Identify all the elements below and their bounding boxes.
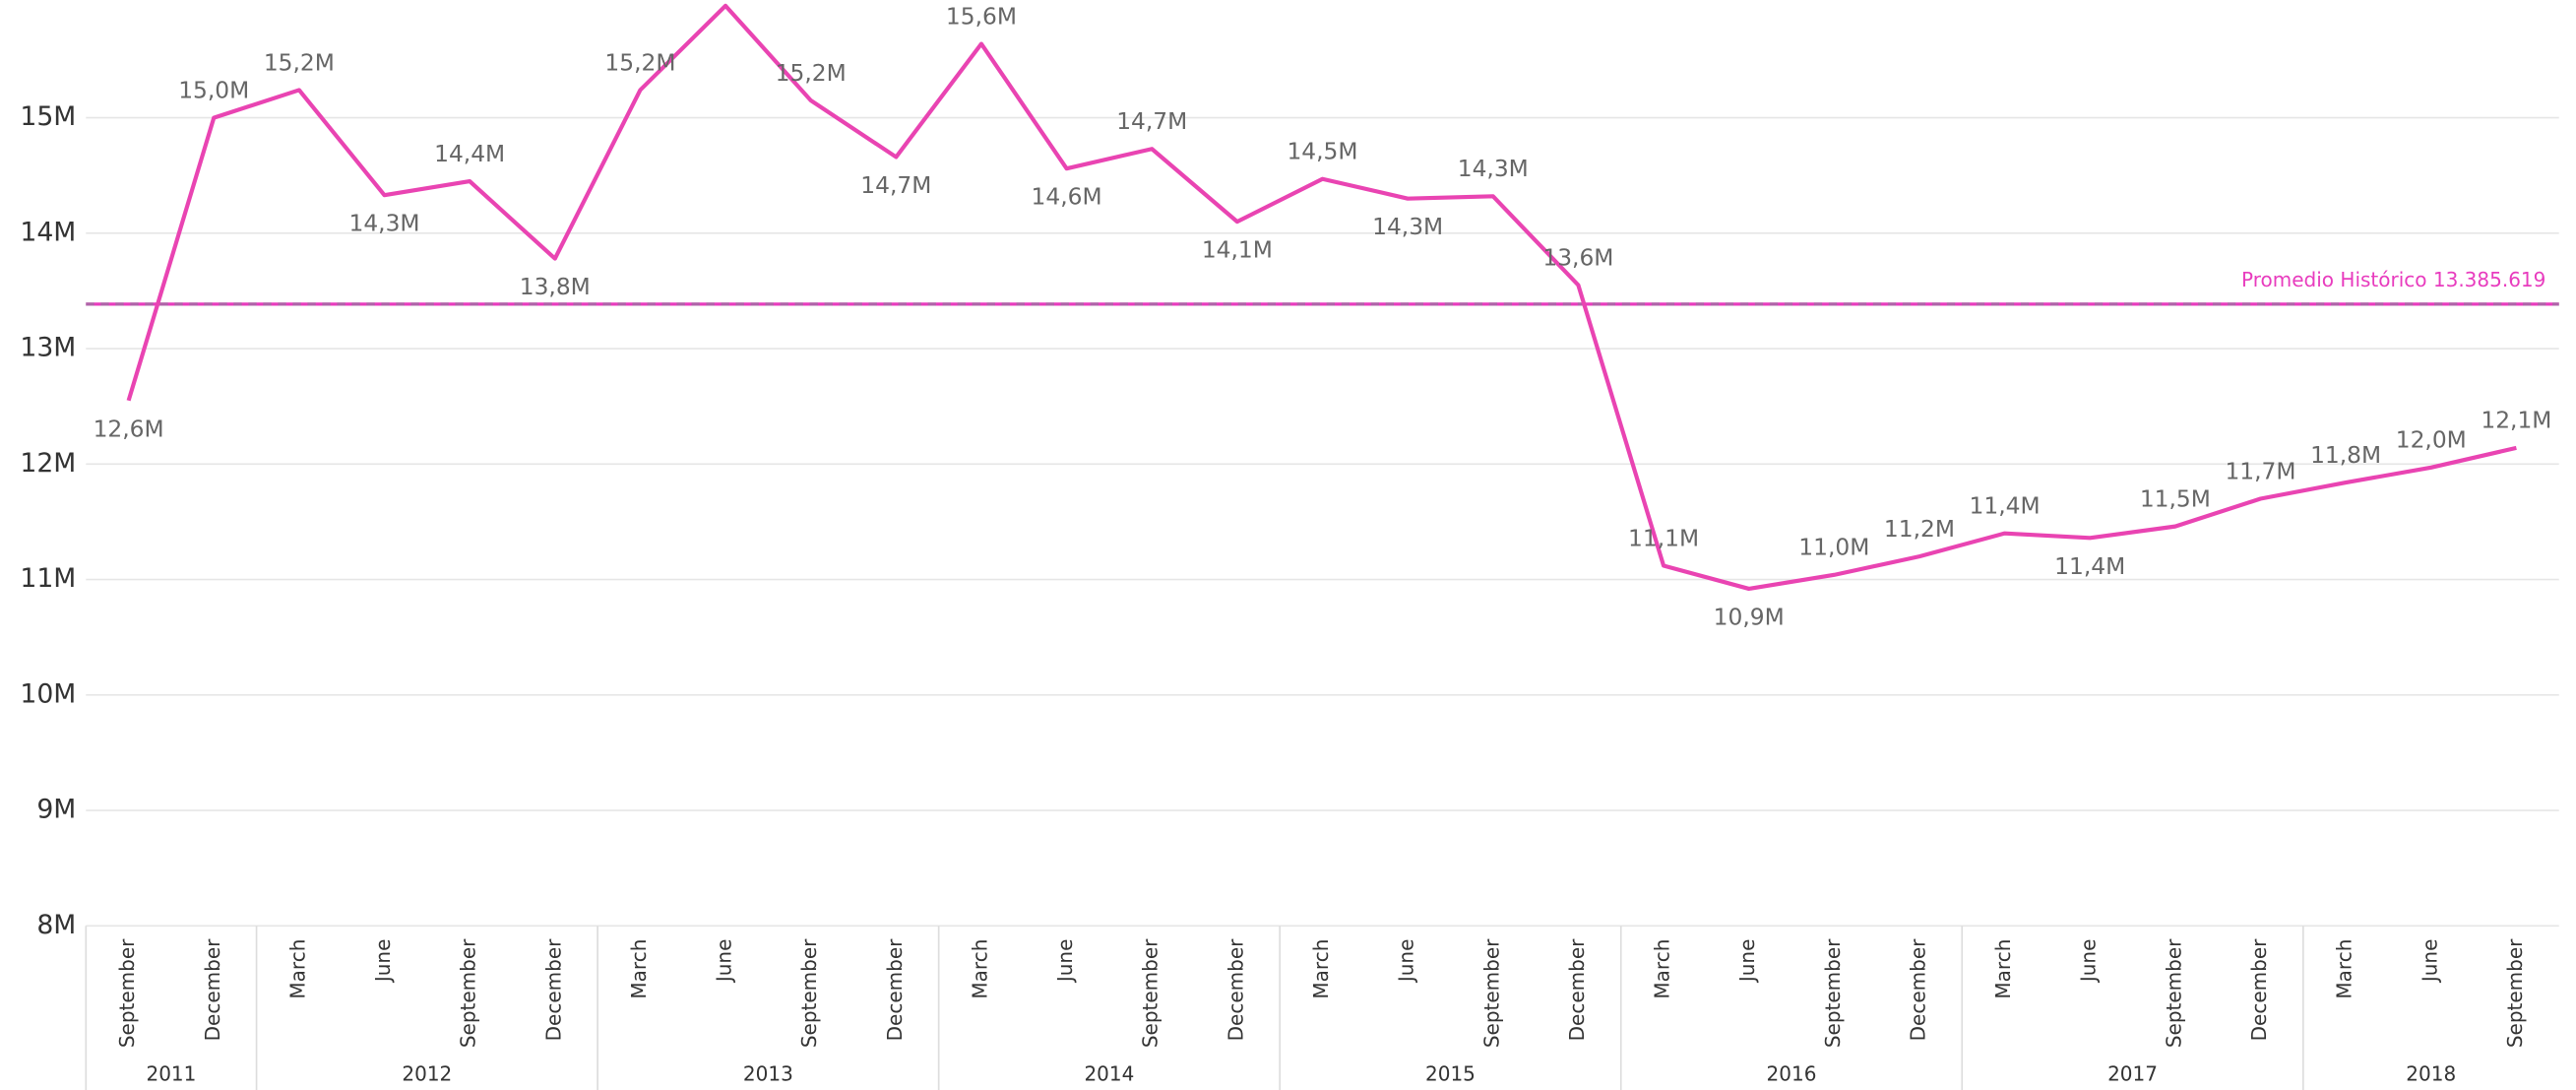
x-tick-label: December (201, 938, 224, 1041)
data-label: 11,4M (2054, 552, 2125, 580)
data-label: 14,3M (348, 210, 419, 237)
year-label: 2018 (2406, 1061, 2456, 1085)
data-label: 14,4M (434, 140, 505, 167)
x-tick-label: March (285, 939, 309, 999)
data-label: 15,2M (264, 48, 335, 76)
x-tick-label: June (1395, 939, 1418, 985)
data-label: 14,7M (860, 171, 931, 199)
series-line (126, 3, 2517, 592)
year-label: 2014 (1084, 1061, 1134, 1085)
data-label: 11,4M (1970, 491, 2041, 519)
data-label: 11,8M (2310, 441, 2381, 469)
data-label: 14,6M (1032, 183, 1102, 211)
y-tick-label: 8M (36, 910, 76, 940)
year-label: 2016 (1767, 1061, 1817, 1085)
reference-label: Promedio Histórico 13.385.619 (2241, 268, 2545, 291)
x-tick-label: December (1565, 938, 1589, 1041)
x-tick-label: December (1224, 938, 1247, 1041)
year-label: 2011 (146, 1061, 196, 1085)
data-label: 14,1M (1202, 236, 1273, 264)
x-tick-label: September (1139, 938, 1162, 1048)
x-tick-label: March (627, 939, 651, 999)
data-label: 14,5M (1287, 138, 1357, 165)
data-label: 11,0M (1798, 534, 1869, 561)
year-label: 2017 (2107, 1061, 2158, 1085)
x-tick-label: March (2333, 939, 2356, 999)
year-label: 2015 (1425, 1061, 1476, 1085)
data-label: 12,0M (2396, 426, 2467, 454)
data-label: 11,5M (2140, 484, 2211, 512)
y-tick-label: 10M (20, 678, 76, 709)
year-label: 2012 (402, 1061, 452, 1085)
data-label: 14,3M (1372, 213, 1443, 240)
year-label: 2013 (743, 1061, 793, 1085)
x-tick-label: June (713, 939, 736, 985)
y-tick-label: 13M (20, 333, 76, 363)
x-tick-label: December (883, 938, 907, 1041)
data-label: 14,7M (1116, 107, 1187, 135)
y-tick-label: 14M (20, 217, 76, 247)
x-tick-label: September (457, 938, 480, 1048)
data-label: 14,3M (1458, 155, 1529, 182)
y-tick-label: 11M (20, 563, 76, 594)
data-label: 15,0M (178, 76, 249, 103)
x-tick-label: September (115, 938, 139, 1048)
data-label: 15,2M (776, 59, 847, 87)
x-tick-label: June (371, 939, 395, 985)
x-tick-label: September (2503, 938, 2527, 1048)
data-label: 12,1M (2481, 407, 2551, 434)
data-label: 11,7M (2225, 457, 2295, 484)
x-tick-label: December (2247, 938, 2271, 1041)
x-tick-label: September (797, 938, 821, 1048)
data-label: 13,6M (1542, 243, 1613, 271)
y-tick-label: 9M (36, 795, 76, 825)
x-tick-label: December (1906, 938, 1929, 1041)
x-tick-label: March (1991, 939, 2015, 999)
y-tick-label: 12M (20, 448, 76, 479)
x-tick-label: September (1821, 938, 1845, 1048)
data-label: 10,9M (1714, 603, 1785, 630)
x-tick-label: June (2077, 939, 2101, 985)
x-tick-label: September (1479, 938, 1503, 1048)
data-label: 11,2M (1884, 515, 1955, 543)
x-tick-label: March (1651, 939, 1674, 999)
x-tick-label: March (968, 939, 991, 999)
y-tick-label: 15M (20, 101, 76, 132)
data-label: 15,6M (946, 2, 1017, 30)
data-label: 13,8M (520, 273, 591, 300)
data-label: 11,1M (1628, 524, 1699, 551)
data-label: 15,2M (604, 48, 675, 76)
x-tick-label: June (1735, 939, 1759, 985)
x-tick-label: December (541, 938, 565, 1041)
x-tick-label: June (2418, 939, 2441, 985)
x-tick-label: June (1053, 939, 1077, 985)
data-label: 12,6M (94, 415, 164, 442)
x-tick-label: March (1309, 939, 1333, 999)
x-tick-label: September (2162, 938, 2185, 1048)
